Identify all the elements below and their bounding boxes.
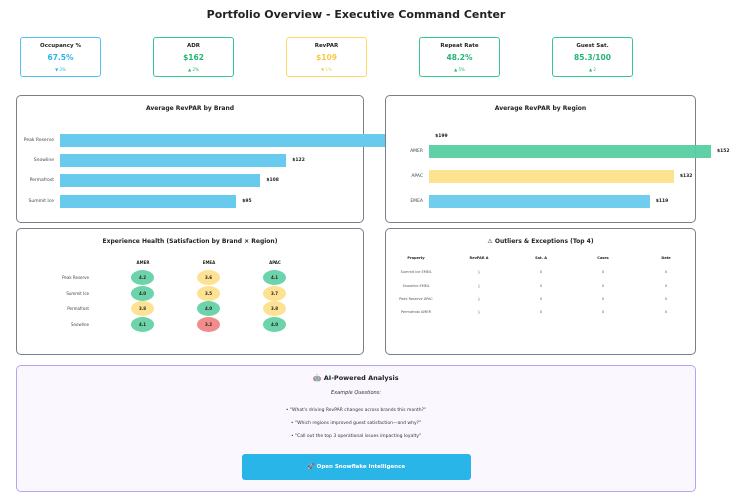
kpi-label: ADR [186, 43, 201, 49]
example-question[interactable]: • "Call out the top 3 operational issues… [290, 434, 422, 439]
outliers-panel: ⚠ Outliers & Exceptions (Top 4) Property… [385, 228, 696, 355]
kpi-delta: ▲ 2% [188, 67, 199, 72]
bar-category-label: APAC [411, 174, 423, 179]
heatmap-cell: 4.0 [263, 317, 286, 332]
table-cell: 0 [601, 284, 605, 288]
kpi-value: 67.5% [47, 53, 74, 62]
heatmap-cell: 3.7 [263, 286, 286, 301]
table-cell: 0 [539, 284, 543, 288]
table-cell: Snowline EMEA [402, 284, 430, 288]
table-cell: 0 [664, 297, 668, 301]
bar [429, 170, 674, 183]
heatmap-cell: 3.5 [197, 286, 220, 301]
table-cell: 0 [539, 297, 543, 301]
kpi-value: $109 [316, 53, 337, 62]
heatmap-column-header: APAC [269, 260, 281, 265]
bar-category-label: Permafrost [29, 178, 54, 183]
bar-value-label: $95 [242, 199, 252, 204]
example-question[interactable]: • "What's driving RevPAR changes across … [285, 408, 427, 413]
table-cell: 0 [539, 310, 543, 314]
outliers-title: ⚠ Outliers & Exceptions (Top 4) [487, 238, 594, 245]
kpi-card: Repeat Rate 48.2% ▲ 5% [419, 37, 500, 77]
kpi-label: RevPAR [314, 43, 339, 49]
bar-value-label: $152 [716, 149, 730, 154]
kpi-label: Occupancy % [40, 43, 81, 49]
kpi-label: Repeat Rate [440, 43, 479, 49]
table-header: Sat. Δ [535, 256, 547, 260]
chart-title: Average RevPAR by Brand [145, 105, 235, 112]
ai-title: 🤖 AI-Powered Analysis [313, 374, 399, 382]
kpi-label: Guest Sat. [576, 43, 609, 49]
table-cell: 0 [601, 270, 605, 274]
kpi-value: 48.2% [446, 53, 473, 62]
kpi-delta: ▼ 3% [55, 67, 66, 72]
page-title: Portfolio Overview - Executive Command C… [206, 8, 506, 21]
heatmap-column-header: AMER [136, 260, 150, 265]
table-cell: 0 [601, 297, 605, 301]
heatmap-cell: 4.0 [197, 301, 220, 316]
table-header: Property [407, 256, 425, 260]
kpi-value: $162 [183, 53, 204, 62]
table-cell: } [477, 270, 481, 274]
kpi-delta: ▼ 1% [321, 67, 332, 72]
heatmap-cell: 4.1 [263, 270, 286, 285]
table-cell: 0 [601, 310, 605, 314]
bar-category-label: Summit Ice [28, 199, 55, 204]
table-cell: Permafrost AMER [400, 310, 432, 314]
bar-value-label: $108 [266, 178, 279, 183]
heatmap-cell: 4.2 [131, 270, 154, 285]
heatmap-cell: 3.2 [197, 317, 220, 332]
heatmap-row-label: Permafrost [67, 306, 89, 311]
chart-title: Average RevPAR by Region [494, 105, 587, 112]
ai-analysis-panel: 🤖 AI-Powered Analysis Example Questions:… [16, 365, 696, 492]
bar-category-label: EMEA [410, 199, 423, 204]
table-header: Cases [597, 256, 609, 260]
bar-value-label: $122 [292, 158, 305, 163]
table-header: RevPAR Δ [469, 256, 489, 260]
bar-category-label: Snowline [33, 158, 54, 163]
heatmap-cell: 3.6 [197, 270, 220, 285]
bar [60, 174, 261, 187]
heatmap-row-label: Peak Reserve [62, 275, 89, 280]
kpi-card: ADR $162 ▲ 2% [153, 37, 234, 77]
heatmap-cell: 4.1 [131, 317, 154, 332]
bar-value-label: $199 [435, 134, 448, 139]
bar-value-label: $132 [679, 174, 693, 179]
experience-health-panel: Experience Health (Satisfaction by Brand… [16, 228, 364, 355]
table-header: Date [661, 256, 671, 260]
kpi-value: 85.3/100 [574, 53, 611, 62]
open-snowflake-intelligence-button[interactable]: 🚀 Open Snowflake Intelligence [242, 454, 471, 480]
heatmap-cell: 3.8 [131, 301, 154, 316]
table-cell: 0 [664, 270, 668, 274]
kpi-card: RevPAR $109 ▼ 1% [286, 37, 367, 77]
kpi-delta: ▲ 5% [454, 67, 465, 72]
bar [60, 134, 430, 147]
heatmap-cell: 3.8 [263, 301, 286, 316]
table-cell: } [477, 310, 481, 314]
bar [429, 145, 711, 158]
bar [429, 195, 650, 208]
table-cell: } [477, 297, 481, 301]
heatmap-cell: 4.0 [131, 286, 154, 301]
heatmap-column-header: EMEA [202, 260, 216, 265]
table-cell: Peak Reserve APAC [399, 297, 433, 301]
table-cell: } [477, 284, 481, 288]
example-question[interactable]: • "Which regions improved guest satisfac… [290, 421, 422, 426]
ai-subtitle: Example Questions: [331, 390, 381, 396]
bar-value-label: $119 [655, 199, 669, 204]
table-cell: 0 [539, 270, 543, 274]
bar [60, 154, 287, 167]
table-cell: Summit Ice EMEA [400, 270, 432, 274]
heatmap-row-label: Summit Ice [66, 291, 89, 296]
kpi-card: Guest Sat. 85.3/100 ▲ 2 [552, 37, 633, 77]
heatmap-row-label: Snowline [70, 322, 89, 327]
bar-category-label: AMER [410, 149, 423, 154]
kpi-delta: ▲ 2 [589, 67, 596, 72]
kpi-card: Occupancy % 67.5% ▼ 3% [20, 37, 101, 77]
bar [60, 195, 237, 208]
chart-title: Experience Health (Satisfaction by Brand… [102, 238, 278, 245]
table-cell: 0 [664, 284, 668, 288]
bar-category-label: Peak Reserve [23, 138, 54, 143]
table-cell: 0 [664, 310, 668, 314]
